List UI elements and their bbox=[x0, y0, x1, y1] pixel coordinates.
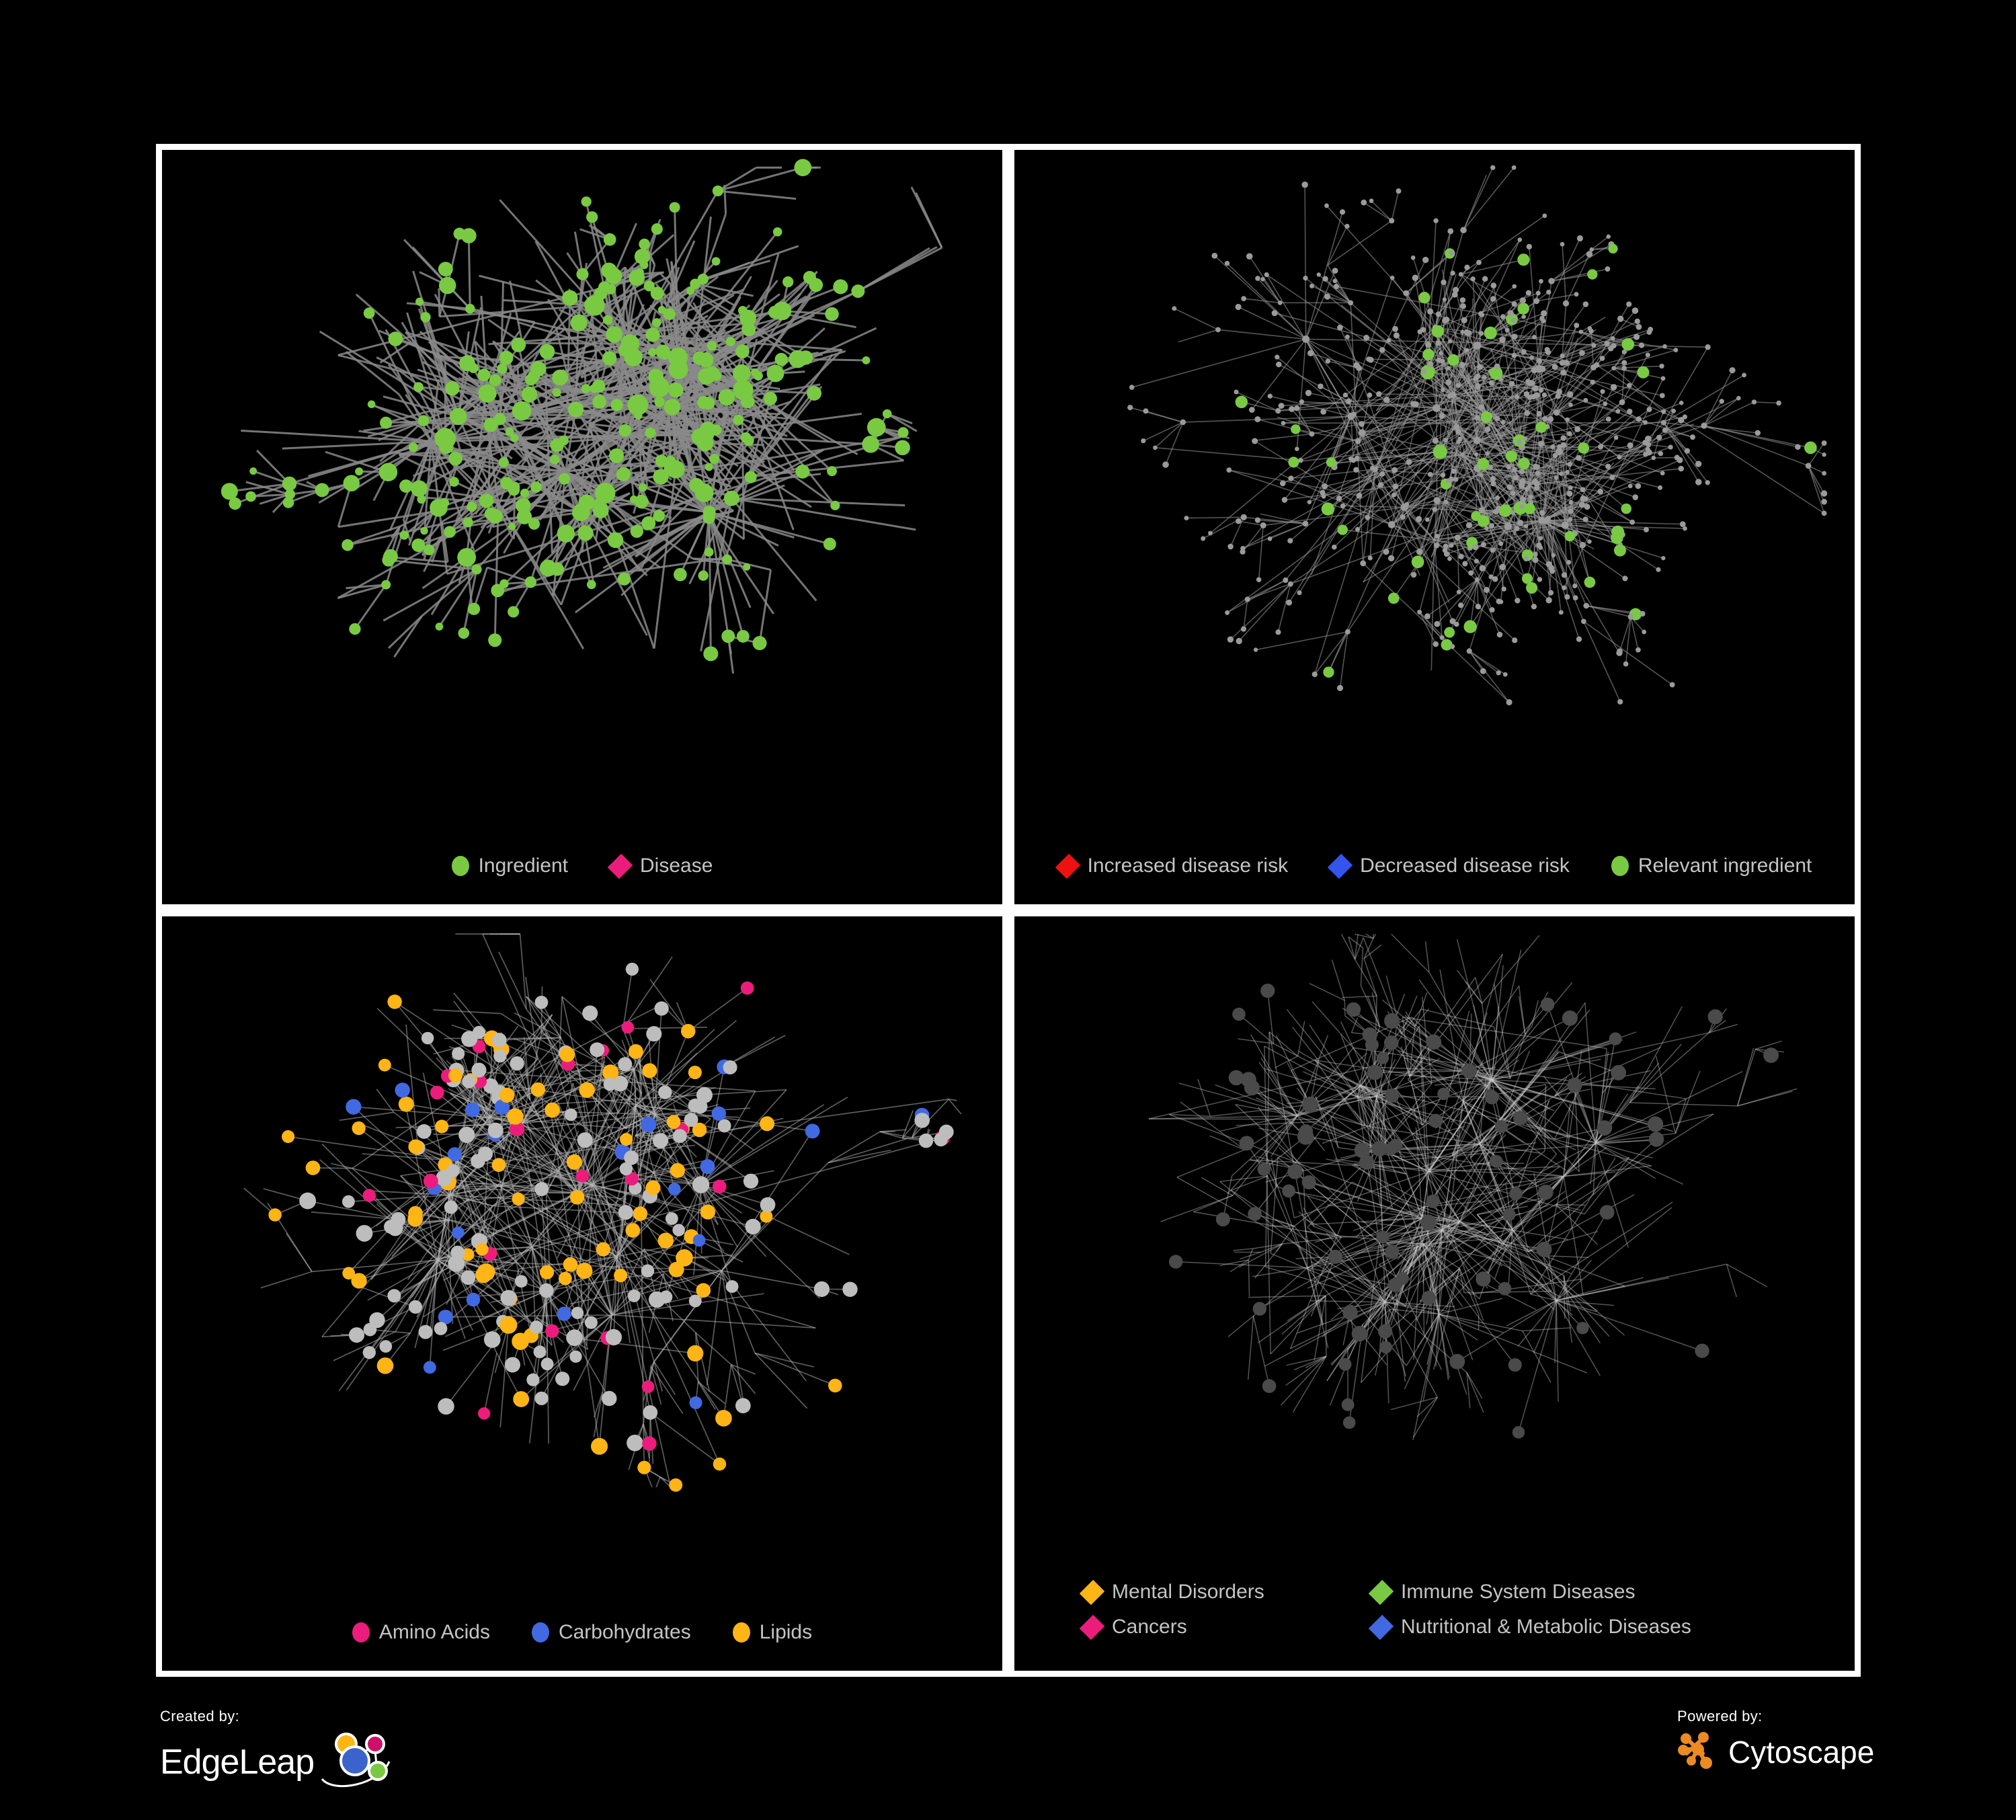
legend-label: Decreased disease risk bbox=[1360, 855, 1570, 877]
legend-item-increased-risk: Increased disease risk bbox=[1055, 853, 1289, 879]
legend-label: Disease bbox=[640, 855, 713, 877]
legend-item-disease: Disease bbox=[607, 853, 713, 879]
panel-disease-class[interactable]: Mental Disorders Immune System Diseases … bbox=[1014, 916, 1855, 1671]
legend-panel-1: Ingredient Disease bbox=[162, 853, 1002, 879]
legend-panel-2: Increased disease risk Decreased disease… bbox=[1014, 853, 1855, 879]
panel-ingredient-disease[interactable]: Ingredient Disease bbox=[162, 150, 1002, 904]
created-by-kicker: Created by: bbox=[160, 1708, 240, 1725]
legend-item-immune-system-diseases: Immune System Diseases bbox=[1368, 1579, 1747, 1605]
legend-label: Nutritional & Metabolic Diseases bbox=[1401, 1616, 1691, 1638]
legend-item-decreased-risk: Decreased disease risk bbox=[1327, 853, 1570, 879]
panel-grid: Ingredient Disease Increased disease ris… bbox=[162, 150, 1855, 1671]
powered-by-kicker: Powered by: bbox=[1677, 1708, 1763, 1725]
immune-system-diseases-diamond-icon bbox=[1368, 1579, 1394, 1605]
network-canvas-3[interactable] bbox=[162, 916, 1002, 1505]
powered-by-cytoscape: Powered by: bbox=[1677, 1708, 1874, 1774]
ingredient-circle-icon bbox=[451, 856, 469, 876]
panel-ingredient-class[interactable]: Amino Acids Carbohydrates Lipids bbox=[162, 916, 1002, 1671]
disease-diamond-icon bbox=[607, 853, 633, 879]
cytoscape-network-icon bbox=[1677, 1729, 1719, 1774]
legend-item-lipids: Lipids bbox=[732, 1621, 813, 1643]
edgeleap-node-graph-icon bbox=[319, 1729, 397, 1794]
panel-grid-frame: Ingredient Disease Increased disease ris… bbox=[156, 144, 1861, 1677]
legend-panel-3: Amino Acids Carbohydrates Lipids bbox=[162, 1622, 1002, 1643]
legend-item-amino-acids: Amino Acids bbox=[352, 1622, 490, 1643]
legend-label: Increased disease risk bbox=[1087, 855, 1289, 877]
relevant-ingredient-circle-icon bbox=[1611, 856, 1629, 876]
legend-item-ingredient: Ingredient bbox=[451, 855, 569, 877]
legend-label: Mental Disorders bbox=[1112, 1581, 1264, 1603]
carbohydrates-circle-icon bbox=[531, 1622, 549, 1643]
cytoscape-logo-row: Cytoscape bbox=[1677, 1729, 1874, 1774]
increased-risk-diamond-icon bbox=[1055, 853, 1080, 879]
edgeleap-logo-row: EdgeLeap bbox=[160, 1729, 397, 1794]
edgeleap-wordmark: EdgeLeap bbox=[160, 1742, 315, 1782]
legend-label: Amino Acids bbox=[378, 1621, 490, 1643]
legend-label: Relevant ingredient bbox=[1638, 855, 1812, 877]
nutritional-metabolic-diseases-diamond-icon bbox=[1368, 1614, 1394, 1640]
cytoscape-wordmark: Cytoscape bbox=[1728, 1734, 1875, 1770]
lipids-circle-icon bbox=[732, 1622, 750, 1643]
created-by-edgeleap: Created by: EdgeLeap bbox=[160, 1708, 397, 1794]
network-canvas-1[interactable] bbox=[162, 150, 1002, 738]
legend-label: Ingredient bbox=[478, 855, 569, 877]
amino-acids-circle-icon bbox=[352, 1622, 370, 1643]
legend-label: Cancers bbox=[1112, 1616, 1187, 1638]
legend-label: Carbohydrates bbox=[558, 1621, 691, 1643]
legend-panel-4: Mental Disorders Immune System Diseases … bbox=[1014, 1579, 1855, 1652]
legend-label: Immune System Diseases bbox=[1401, 1581, 1636, 1603]
network-canvas-2[interactable] bbox=[1014, 150, 1855, 738]
legend-item-relevant-ingredient: Relevant ingredient bbox=[1611, 856, 1812, 876]
legend-item-carbohydrates: Carbohydrates bbox=[531, 1621, 691, 1643]
legend-label: Lipids bbox=[759, 1621, 813, 1643]
mental-disorders-diamond-icon bbox=[1079, 1579, 1105, 1605]
cancers-diamond-icon bbox=[1079, 1614, 1105, 1640]
legend-item-mental-disorders: Mental Disorders bbox=[1079, 1579, 1371, 1605]
panel-disease-risk[interactable]: Increased disease risk Decreased disease… bbox=[1014, 150, 1855, 904]
decreased-risk-diamond-icon bbox=[1327, 853, 1353, 879]
network-canvas-4[interactable] bbox=[1014, 916, 1855, 1505]
legend-item-cancers: Cancers bbox=[1079, 1614, 1371, 1640]
legend-item-nutritional-metabolic-diseases: Nutritional & Metabolic Diseases bbox=[1368, 1614, 1747, 1640]
